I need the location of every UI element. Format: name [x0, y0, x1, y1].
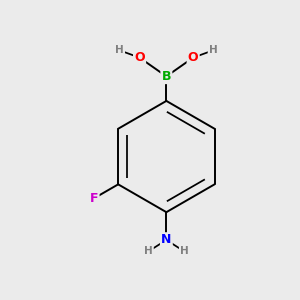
Text: H: H	[144, 246, 153, 256]
Text: O: O	[134, 51, 145, 64]
Text: B: B	[162, 70, 171, 83]
Text: H: H	[115, 45, 124, 56]
Text: O: O	[188, 51, 199, 64]
Text: H: H	[180, 246, 189, 256]
Text: F: F	[90, 192, 98, 205]
Text: H: H	[209, 45, 218, 56]
Text: N: N	[161, 233, 172, 247]
